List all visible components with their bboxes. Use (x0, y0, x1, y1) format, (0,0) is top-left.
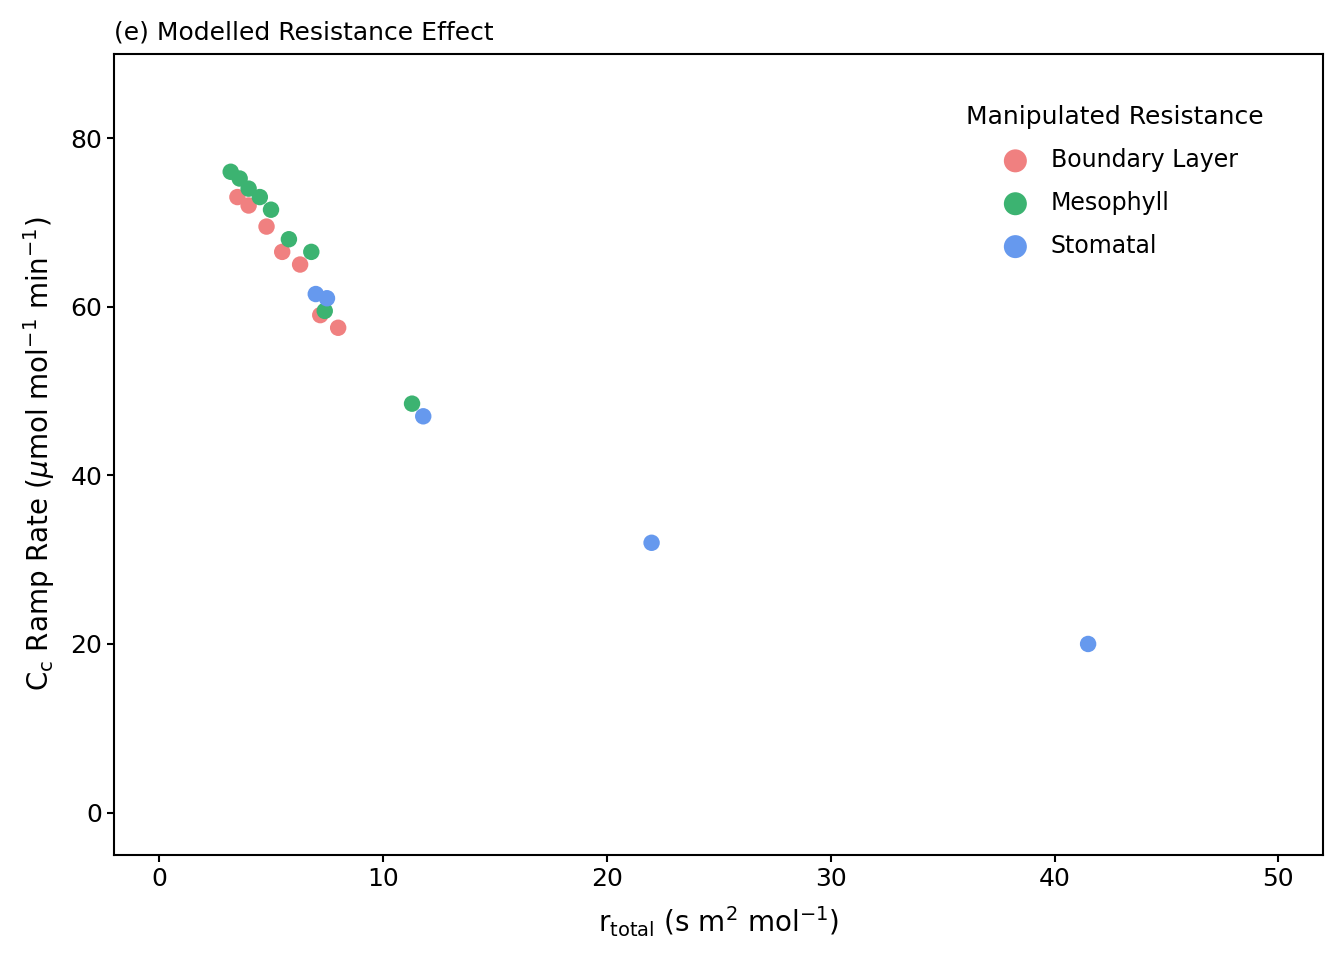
Mesophyll (301, 244, 323, 259)
Stomatal (316, 291, 337, 306)
Mesophyll (220, 164, 242, 180)
Mesophyll (314, 303, 336, 319)
Boundary Layer (309, 307, 331, 323)
Boundary Layer (289, 257, 310, 273)
Boundary Layer (255, 219, 277, 234)
Mesophyll (261, 202, 282, 217)
Boundary Layer (328, 320, 349, 335)
Boundary Layer (238, 198, 259, 213)
Stomatal (305, 286, 327, 301)
Mesophyll (238, 180, 259, 196)
Boundary Layer (271, 244, 293, 259)
Mesophyll (402, 396, 423, 411)
Mesophyll (228, 171, 250, 186)
Stomatal (641, 535, 663, 550)
Text: (e) Modelled Resistance Effect: (e) Modelled Resistance Effect (114, 21, 495, 45)
Stomatal (413, 409, 434, 424)
Boundary Layer (227, 189, 249, 204)
Stomatal (1078, 636, 1099, 652)
Mesophyll (278, 231, 300, 247)
Y-axis label: C$_{\mathregular{c}}$ Ramp Rate ($\mu$mol mol$^{\mathregular{-1}}$ min$^{\mathre: C$_{\mathregular{c}}$ Ramp Rate ($\mu$mo… (22, 217, 56, 691)
X-axis label: r$_{\mathregular{total}}$ (s m$^{\mathregular{2}}$ mol$^{\mathregular{-1}}$): r$_{\mathregular{total}}$ (s m$^{\mathre… (598, 904, 839, 939)
Mesophyll (249, 189, 270, 204)
Legend: Boundary Layer, Mesophyll, Stomatal: Boundary Layer, Mesophyll, Stomatal (942, 82, 1288, 281)
